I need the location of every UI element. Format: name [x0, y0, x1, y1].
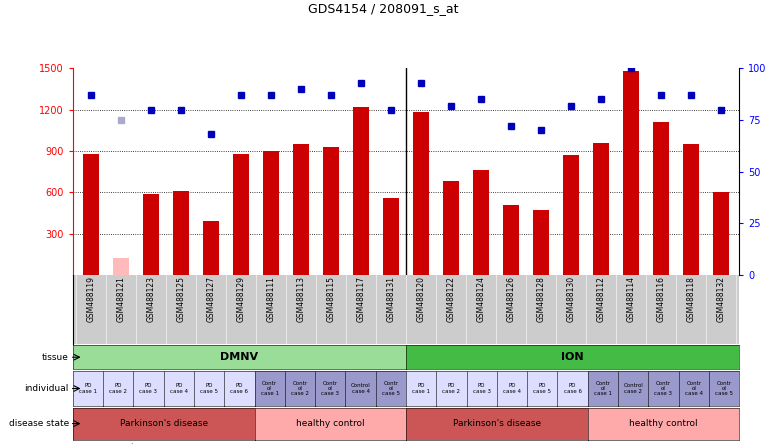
Text: GSM488130: GSM488130 [567, 276, 575, 322]
Bar [683, 144, 699, 275]
Text: GSM488129: GSM488129 [237, 276, 245, 322]
Text: GSM488114: GSM488114 [627, 276, 636, 322]
Text: Contr
ol
case 5: Contr ol case 5 [715, 381, 733, 396]
Text: PD
case 4: PD case 4 [170, 383, 188, 394]
Text: Contr
ol
case 3: Contr ol case 3 [321, 381, 339, 396]
Bar [113, 258, 129, 275]
Bar [502, 205, 519, 275]
Text: Parkinson's disease: Parkinson's disease [453, 419, 541, 428]
Text: GSM488127: GSM488127 [206, 276, 215, 322]
Text: healthy control: healthy control [629, 419, 698, 428]
Bar [623, 71, 640, 275]
Text: Contr
ol
case 4: Contr ol case 4 [685, 381, 702, 396]
Text: GSM488120: GSM488120 [417, 276, 425, 322]
Text: PD
case 1: PD case 1 [412, 383, 430, 394]
Text: healthy control: healthy control [296, 419, 365, 428]
Text: PD
case 1: PD case 1 [79, 383, 97, 394]
Text: disease state: disease state [8, 419, 69, 428]
Bar [263, 151, 279, 275]
Bar [473, 170, 489, 275]
Text: GSM488128: GSM488128 [536, 276, 545, 322]
Bar [352, 107, 369, 275]
Text: Control
case 2: Control case 2 [624, 383, 643, 394]
Text: Contr
ol
case 5: Contr ol case 5 [381, 381, 400, 396]
Text: GSM488132: GSM488132 [717, 276, 725, 322]
Bar [293, 144, 309, 275]
Text: Contr
ol
case 2: Contr ol case 2 [291, 381, 309, 396]
Text: GSM488119: GSM488119 [87, 276, 95, 322]
Text: PD
case 6: PD case 6 [231, 383, 248, 394]
Text: PD
case 5: PD case 5 [533, 383, 552, 394]
Bar [172, 191, 189, 275]
Bar [413, 112, 429, 275]
Bar [83, 154, 99, 275]
Text: Parkinson's disease: Parkinson's disease [119, 419, 208, 428]
Text: GSM488124: GSM488124 [476, 276, 486, 322]
Bar [383, 198, 399, 275]
Bar [713, 192, 729, 275]
Text: GSM488112: GSM488112 [597, 276, 606, 322]
Text: GSM488126: GSM488126 [506, 276, 516, 322]
Text: Control
case 4: Control case 4 [351, 383, 371, 394]
Bar [533, 210, 549, 275]
Text: GSM488121: GSM488121 [116, 276, 126, 322]
Bar [322, 147, 339, 275]
Text: GSM488116: GSM488116 [656, 276, 666, 322]
Bar [563, 155, 579, 275]
Text: ION: ION [561, 352, 584, 362]
Bar [593, 143, 610, 275]
Bar [202, 221, 219, 275]
Text: PD
case 3: PD case 3 [473, 383, 491, 394]
Text: GSM488111: GSM488111 [267, 276, 276, 322]
Text: PD
case 6: PD case 6 [564, 383, 581, 394]
Text: Contr
ol
case 1: Contr ol case 1 [594, 381, 612, 396]
Text: GSM488118: GSM488118 [686, 276, 696, 322]
Text: individual: individual [25, 384, 69, 393]
Text: GSM488113: GSM488113 [296, 276, 306, 322]
Text: PD
case 2: PD case 2 [110, 383, 127, 394]
Text: Contr
ol
case 3: Contr ol case 3 [654, 381, 673, 396]
Text: GSM488115: GSM488115 [326, 276, 336, 322]
Bar [443, 181, 460, 275]
Bar [142, 194, 159, 275]
Text: GSM488123: GSM488123 [146, 276, 155, 322]
Bar [233, 154, 249, 275]
Text: GSM488125: GSM488125 [176, 276, 185, 322]
Text: GSM488131: GSM488131 [387, 276, 395, 322]
Text: Contr
ol
case 1: Contr ol case 1 [260, 381, 279, 396]
Text: PD
case 3: PD case 3 [139, 383, 158, 394]
Text: PD
case 4: PD case 4 [503, 383, 521, 394]
Text: GDS4154 / 208091_s_at: GDS4154 / 208091_s_at [308, 2, 458, 15]
Text: PD
case 2: PD case 2 [443, 383, 460, 394]
Text: GSM488117: GSM488117 [356, 276, 365, 322]
Bar [653, 122, 669, 275]
Text: GSM488122: GSM488122 [447, 276, 456, 322]
Text: PD
case 5: PD case 5 [200, 383, 218, 394]
Text: tissue: tissue [42, 353, 69, 362]
Text: DMNV: DMNV [221, 352, 258, 362]
